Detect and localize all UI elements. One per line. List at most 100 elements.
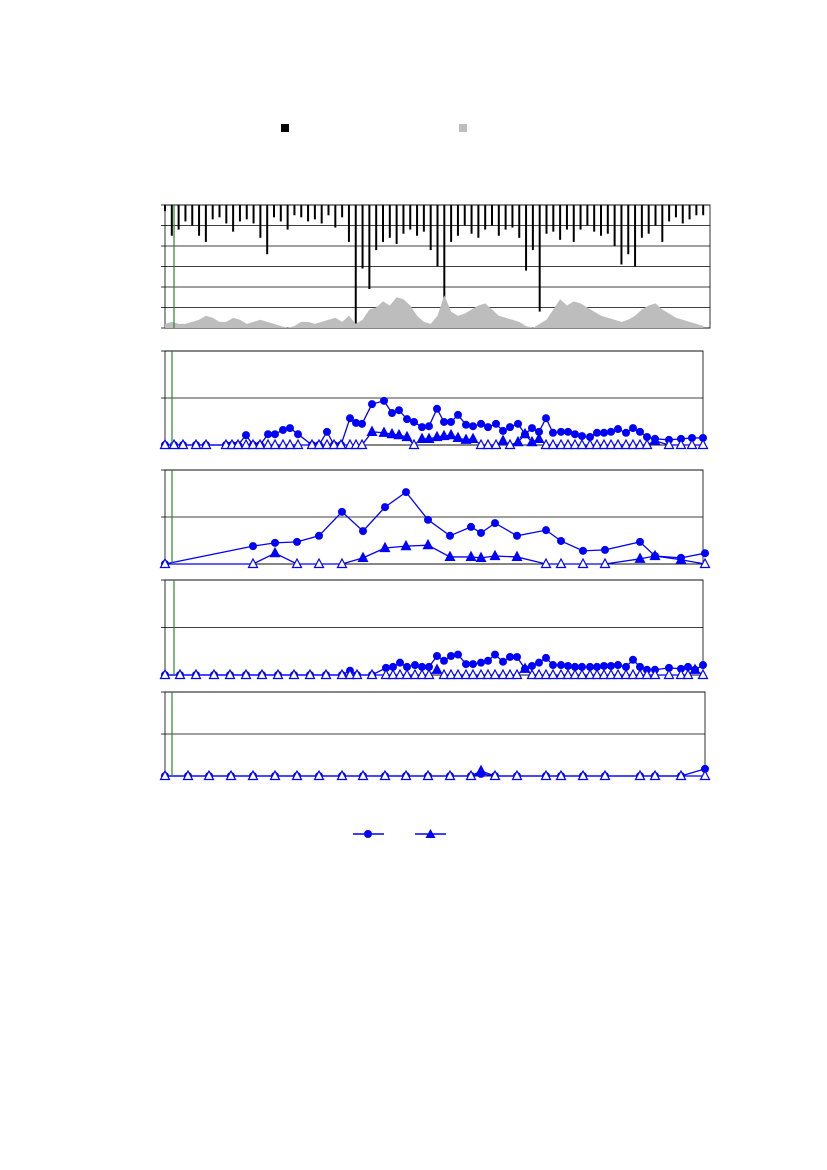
triangle-marker [272, 668, 284, 680]
bar [184, 205, 187, 222]
triangle-marker [159, 769, 171, 781]
circle-marker [403, 415, 411, 424]
legend-swatch [459, 124, 467, 132]
triangle-marker [689, 663, 701, 674]
triangle-marker [203, 769, 215, 781]
bar [688, 205, 691, 220]
triangle-marker [584, 438, 596, 450]
bar [204, 205, 207, 242]
triangle-marker [540, 769, 552, 781]
bar [484, 205, 487, 230]
triangle-marker [190, 438, 202, 450]
series-line [165, 768, 706, 777]
triangle-marker [240, 438, 252, 450]
triangle-marker [313, 557, 325, 569]
triangle-marker [182, 769, 194, 781]
triangle-marker [634, 769, 646, 781]
circle-marker [425, 422, 433, 431]
bar [674, 205, 677, 218]
circle-marker [389, 662, 397, 671]
circle-marker [578, 662, 586, 671]
bar [702, 205, 705, 216]
triangle-marker [422, 769, 434, 781]
circle-marker [484, 656, 492, 665]
triangle-marker [526, 668, 538, 680]
bar [409, 205, 412, 230]
circle-marker [454, 650, 462, 659]
series-line [164, 491, 706, 565]
bar [511, 205, 514, 228]
circle-marker [440, 417, 448, 426]
circle-marker [381, 503, 389, 512]
circle-marker [586, 433, 594, 442]
circle-marker [346, 414, 354, 423]
triangle-marker [336, 557, 348, 569]
triangle-marker [380, 668, 392, 680]
circle-marker [467, 522, 475, 531]
triangle-marker [663, 668, 675, 680]
circle-marker [614, 661, 622, 670]
circle-marker [447, 417, 455, 426]
triangle-marker [576, 668, 588, 680]
circle-marker [403, 662, 411, 671]
circle-marker [506, 423, 514, 432]
circle-marker [388, 409, 396, 418]
circle-marker [607, 661, 615, 670]
circle-marker [338, 507, 346, 516]
triangle-marker [649, 668, 661, 680]
circle-marker [622, 428, 630, 437]
triangle-marker [177, 438, 189, 450]
circle-marker [462, 420, 470, 429]
bar [313, 205, 316, 220]
circle-marker [491, 519, 499, 528]
bar [552, 205, 555, 232]
bar [525, 205, 528, 271]
circle-marker [499, 426, 507, 435]
plot-frame [164, 469, 704, 565]
triangle-marker [277, 438, 289, 450]
triangle-marker [504, 668, 516, 680]
triangle-marker [475, 764, 487, 776]
triangle-marker [533, 432, 545, 443]
triangle-marker [408, 438, 420, 450]
circle-marker [593, 662, 601, 671]
triangle-marker [584, 668, 596, 680]
triangle-marker [232, 438, 244, 450]
triangle-marker [489, 668, 501, 680]
bar [238, 205, 241, 222]
bar [327, 205, 330, 216]
bar [593, 205, 596, 232]
bar [211, 205, 214, 220]
triangle-marker [159, 668, 171, 680]
triangle-marker [284, 438, 296, 450]
circle-marker [425, 662, 433, 671]
bar [341, 205, 344, 218]
triangle-marker [378, 426, 390, 437]
triangle-marker [612, 668, 624, 680]
circle-marker [528, 424, 536, 433]
circle-marker [701, 549, 709, 558]
triangle-marker [511, 550, 523, 562]
triangle-marker [320, 668, 332, 680]
panel [159, 350, 709, 450]
bar [259, 205, 262, 238]
bar [606, 205, 609, 234]
bar [286, 205, 289, 230]
bar [634, 205, 637, 267]
bar [620, 205, 623, 265]
circle-marker [571, 662, 579, 671]
bar [600, 205, 602, 236]
circle-marker [410, 417, 418, 426]
triangle-marker [269, 769, 281, 781]
triangle-marker [526, 435, 538, 447]
bar [545, 205, 548, 234]
circle-marker [549, 428, 557, 437]
bar [320, 205, 323, 224]
triangle-marker [465, 769, 477, 781]
panel [161, 204, 711, 329]
bar [531, 205, 534, 251]
circle-marker [433, 404, 441, 413]
triangle-marker [225, 769, 237, 781]
bar [627, 205, 630, 255]
bar [300, 205, 303, 218]
